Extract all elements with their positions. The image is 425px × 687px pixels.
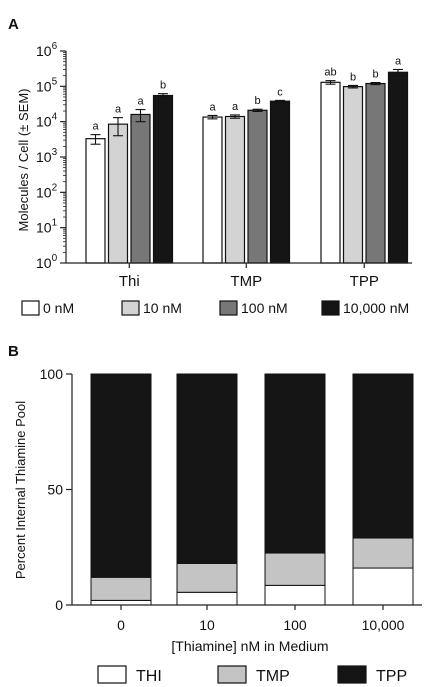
panel-b-bar-segment (264, 584, 326, 606)
panel-b-y-tick-label: 0 (55, 597, 63, 613)
panel-a-y-tick-label: 103 (36, 147, 58, 165)
panel-a-bar (365, 82, 386, 264)
panel-a-bar (224, 115, 246, 264)
panel-a-category-label: TPP (350, 273, 379, 290)
panel-a-y-tick-label: 100 (36, 253, 58, 271)
panel-b: B Percent Internal Thiamine Pool [Thiami… (8, 343, 422, 685)
panel-a-legend-swatch (321, 300, 340, 316)
panel-b-bar-segment (176, 591, 238, 606)
panel-b-legend-label: TPP (376, 668, 407, 685)
panel-b-category-label: 0 (117, 617, 125, 633)
panel-a-significance-letter: b (372, 69, 378, 81)
panel-a-significance-letter: b (350, 71, 356, 83)
panel-a-y-tick-label: 105 (36, 76, 58, 94)
panel-a-significance-letter: b (254, 95, 260, 107)
panel-a-legend-label: 100 nM (241, 300, 288, 316)
panel-a-y-tick-label: 102 (36, 182, 58, 200)
panel-b-y-tick-label: 100 (40, 366, 64, 382)
panel-a-legend-swatch (21, 300, 40, 316)
panel-a-bar (247, 109, 268, 264)
panel-b-bar-segment (352, 373, 414, 539)
panel-b-legend: THI TMP TPP (97, 665, 407, 685)
panel-a-significance-letter: b (160, 80, 166, 92)
panel-a-bar (85, 138, 106, 264)
panel-a-significance-letter: a (395, 55, 402, 67)
panel-b-bar-segment (352, 567, 414, 606)
panel-a-significance-letter: c (277, 86, 283, 98)
panel-b-legend-swatch (97, 665, 127, 684)
panel-a-axes: 100 101 102 103 104 105 106 Thi TMP TPP (36, 41, 412, 290)
panel-b-category-label: 10 (199, 617, 215, 633)
panel-b-bar-segment (90, 576, 152, 601)
panel-a-category-label: Thi (119, 273, 140, 290)
panel-a-legend-label: 0 nM (43, 300, 74, 316)
panel-a-significance-letter: a (232, 101, 239, 113)
panel-b-bar-segment (176, 373, 238, 564)
panel-b-bar-segment (176, 562, 238, 593)
panel-b-legend-swatch (337, 665, 367, 684)
panel-a-bar (387, 71, 409, 264)
panel-a-significance-letter: a (137, 96, 144, 108)
panel-b-x-axis-label: [Thiamine] nM in Medium (171, 638, 328, 654)
panel-b-category-label: 100 (283, 617, 307, 633)
panel-a-bar (269, 100, 291, 264)
panel-a-significance-letter: a (92, 121, 99, 133)
panel-b-bar-segment (90, 599, 152, 606)
panel-a-bar (342, 86, 364, 264)
panel-a-legend-swatch (121, 300, 140, 316)
panel-a-bar (107, 123, 129, 264)
panel-a-y-axis-label: Molecules / Cell (± SEM) (16, 89, 31, 232)
panel-a-significance-letter: a (115, 104, 122, 116)
panel-b-bar-segment (352, 537, 414, 569)
panel-b-bar-segment (264, 552, 326, 586)
panel-b-axes: 0 50 100 0 10 100 10,000 (40, 366, 422, 633)
panel-b-letter: B (8, 343, 19, 360)
panel-b-legend-label: THI (136, 668, 162, 685)
panel-a-significance-letter: ab (324, 67, 336, 79)
panel-a-y-tick-label: 101 (36, 218, 58, 236)
panel-b-bar-segment (90, 373, 152, 578)
panel-a-y-tick-label: 106 (36, 41, 58, 59)
panel-b-legend-label: TMP (256, 668, 290, 685)
panel-a-legend: 0 nM 10 nM 100 nM 10,000 nM (21, 300, 409, 316)
panel-a-legend-label: 10 nM (143, 300, 182, 316)
panel-a-bar (130, 113, 151, 264)
panel-a-bar (320, 81, 341, 264)
panel-b-legend-swatch (217, 665, 247, 684)
panel-b-bar-segment (264, 373, 326, 554)
panel-a-bar (202, 116, 223, 264)
panel-a-bar (152, 94, 174, 264)
panel-b-y-axis-label: Percent Internal Thiamine Pool (13, 401, 28, 579)
panel-a-legend-swatch (219, 300, 238, 316)
panel-a-legend-label: 10,000 nM (343, 300, 409, 316)
panel-b-y-tick-label: 50 (47, 482, 63, 498)
panel-a-category-label: TMP (230, 273, 262, 290)
panel-b-bars (90, 373, 414, 606)
panel-a-letter: A (8, 16, 19, 33)
panel-a-significance-letter: a (209, 101, 216, 113)
panel-a-y-tick-label: 104 (36, 112, 58, 130)
panel-b-category-label: 10,000 (362, 617, 405, 633)
